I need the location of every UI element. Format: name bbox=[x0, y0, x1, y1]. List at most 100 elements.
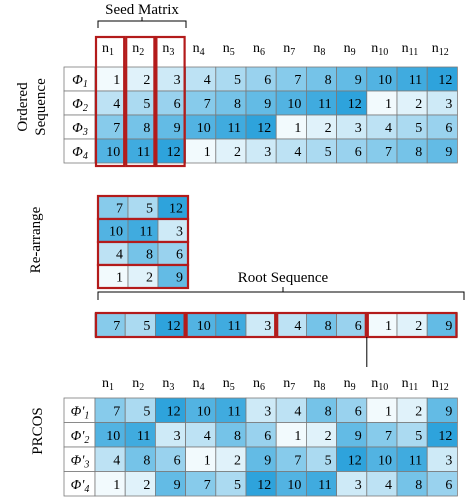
diagram-layer: Seed Matrix Ordered Sequence Re-arrange … bbox=[15, 2, 465, 497]
prcos-cell bbox=[215, 446, 247, 472]
ordered-cell-value: 7 bbox=[385, 145, 392, 160]
root-sequence-cell bbox=[275, 312, 307, 338]
root-sequence-cell-value: 2 bbox=[415, 319, 422, 334]
ordered-cell-value: 9 bbox=[264, 97, 271, 112]
prcos-cell bbox=[124, 446, 156, 472]
prcos-cell-value: 7 bbox=[204, 478, 211, 493]
root-sequence-cell-value: 12 bbox=[167, 319, 181, 334]
prcos-cell bbox=[154, 471, 186, 497]
prcos-cell-value: 10 bbox=[378, 453, 392, 468]
rearranged-cell-value: 9 bbox=[176, 271, 183, 286]
ordered-cell bbox=[396, 90, 428, 116]
column-header-n2: n2 bbox=[132, 376, 144, 393]
prcos-cell bbox=[366, 397, 398, 423]
seed-column-highlight bbox=[94, 35, 126, 168]
ordered-cell bbox=[215, 138, 247, 164]
prcos-cell bbox=[426, 446, 458, 472]
prcos-cell-value: 10 bbox=[106, 429, 120, 444]
prcos-row-label-cell bbox=[63, 471, 96, 497]
prcos-cell bbox=[185, 471, 217, 497]
rearranged-cell-value: 3 bbox=[176, 225, 183, 240]
rearranged-cell-value: 6 bbox=[176, 248, 183, 263]
column-header-n9: n9 bbox=[344, 41, 356, 58]
ordered-cell-value: 8 bbox=[325, 73, 332, 88]
prcos-cell bbox=[94, 397, 126, 423]
prcos-cell bbox=[305, 446, 337, 472]
root-sequence-title: Root Sequence bbox=[238, 270, 329, 286]
prcos-cell-value: 2 bbox=[415, 404, 422, 419]
prcos-cell-value: 12 bbox=[257, 478, 271, 493]
root-sequence-cell bbox=[245, 312, 277, 338]
ordered-cell-value: 6 bbox=[355, 145, 362, 160]
ordered-cell bbox=[215, 90, 247, 116]
ordered-cell bbox=[366, 90, 398, 116]
prcos-cell bbox=[215, 422, 247, 448]
ordered-cell bbox=[124, 66, 156, 92]
ordered-cell bbox=[94, 66, 126, 92]
rearrange-label: Re-arrange bbox=[28, 206, 44, 273]
ordered-cell bbox=[245, 66, 277, 92]
prcos-cell bbox=[124, 471, 156, 497]
ordered-cell-value: 7 bbox=[294, 73, 301, 88]
ordered-cell bbox=[426, 114, 458, 140]
rearranged-cell bbox=[157, 241, 189, 266]
ordered-cell bbox=[124, 90, 156, 116]
column-header-n3: n3 bbox=[162, 41, 174, 58]
root-sequence-cell-value: 4 bbox=[294, 319, 301, 334]
root-sequence-cell bbox=[336, 312, 368, 338]
ordered-cell-value: 6 bbox=[264, 73, 271, 88]
prcos-cell-value: 9 bbox=[355, 429, 362, 444]
prcos-cell-value: 1 bbox=[204, 453, 211, 468]
prcos-cell bbox=[336, 422, 368, 448]
prcos-cell bbox=[185, 397, 217, 423]
prcos-cell-value: 3 bbox=[355, 478, 362, 493]
ordered-cell bbox=[124, 138, 156, 164]
prcos-cell-value: 6 bbox=[355, 404, 362, 419]
ordered-cell bbox=[426, 90, 458, 116]
ordered-cell bbox=[305, 114, 337, 140]
column-header-n8: n8 bbox=[313, 376, 325, 393]
ordered-cell bbox=[366, 138, 398, 164]
prcos-cell bbox=[245, 422, 277, 448]
prcos-cell-value: 4 bbox=[385, 478, 392, 493]
column-header-n4: n4 bbox=[193, 41, 205, 58]
root-sequence-cell-value: 7 bbox=[113, 319, 120, 334]
prcos-cell bbox=[396, 397, 428, 423]
rearranged-cell-value: 1 bbox=[116, 271, 123, 286]
prcos-cell bbox=[305, 471, 337, 497]
ordered-cell-value: 11 bbox=[228, 121, 241, 136]
column-header-n9: n9 bbox=[344, 376, 356, 393]
ordered-cell bbox=[305, 90, 337, 116]
root-sequence-cell-value: 10 bbox=[197, 319, 211, 334]
column-header-n3: n3 bbox=[162, 376, 174, 393]
ordered-cell-value: 12 bbox=[438, 73, 452, 88]
column-header-n5: n5 bbox=[223, 376, 235, 393]
prcos-cell-value: 11 bbox=[137, 429, 150, 444]
seed-matrix-bracket bbox=[97, 20, 187, 28]
ordered-cell bbox=[94, 90, 126, 116]
ordered-sequence-label-line2: Sequence bbox=[33, 78, 49, 136]
prcos-cell-value: 9 bbox=[445, 404, 452, 419]
column-header-n6: n6 bbox=[253, 41, 265, 58]
prcos-cell-value: 11 bbox=[318, 478, 331, 493]
ordered-cell-value: 5 bbox=[325, 145, 332, 160]
prcos-cell-value: 12 bbox=[348, 453, 362, 468]
ordered-row-label-cell bbox=[63, 138, 96, 164]
rearranged-cell-value: 12 bbox=[169, 202, 183, 217]
column-header-n11: n11 bbox=[402, 376, 419, 393]
prcos-cell bbox=[336, 397, 368, 423]
ordered-cell-value: 2 bbox=[234, 145, 241, 160]
root-sequence-cell-value: 3 bbox=[264, 319, 271, 334]
root-sequence-group-highlight bbox=[366, 311, 458, 339]
root-sequence-group-highlight bbox=[185, 311, 277, 339]
prcos-cell bbox=[185, 422, 217, 448]
ordered-cell bbox=[305, 138, 337, 164]
prcos-cell bbox=[426, 422, 458, 448]
root-sequence-cell bbox=[305, 312, 337, 338]
root-sequence-cell-value: 8 bbox=[325, 319, 332, 334]
ordered-cell-value: 10 bbox=[287, 97, 301, 112]
prcos-cell-value: 12 bbox=[438, 429, 452, 444]
rearranged-cell-value: 8 bbox=[146, 248, 153, 263]
root-sequence-cell bbox=[426, 312, 458, 338]
